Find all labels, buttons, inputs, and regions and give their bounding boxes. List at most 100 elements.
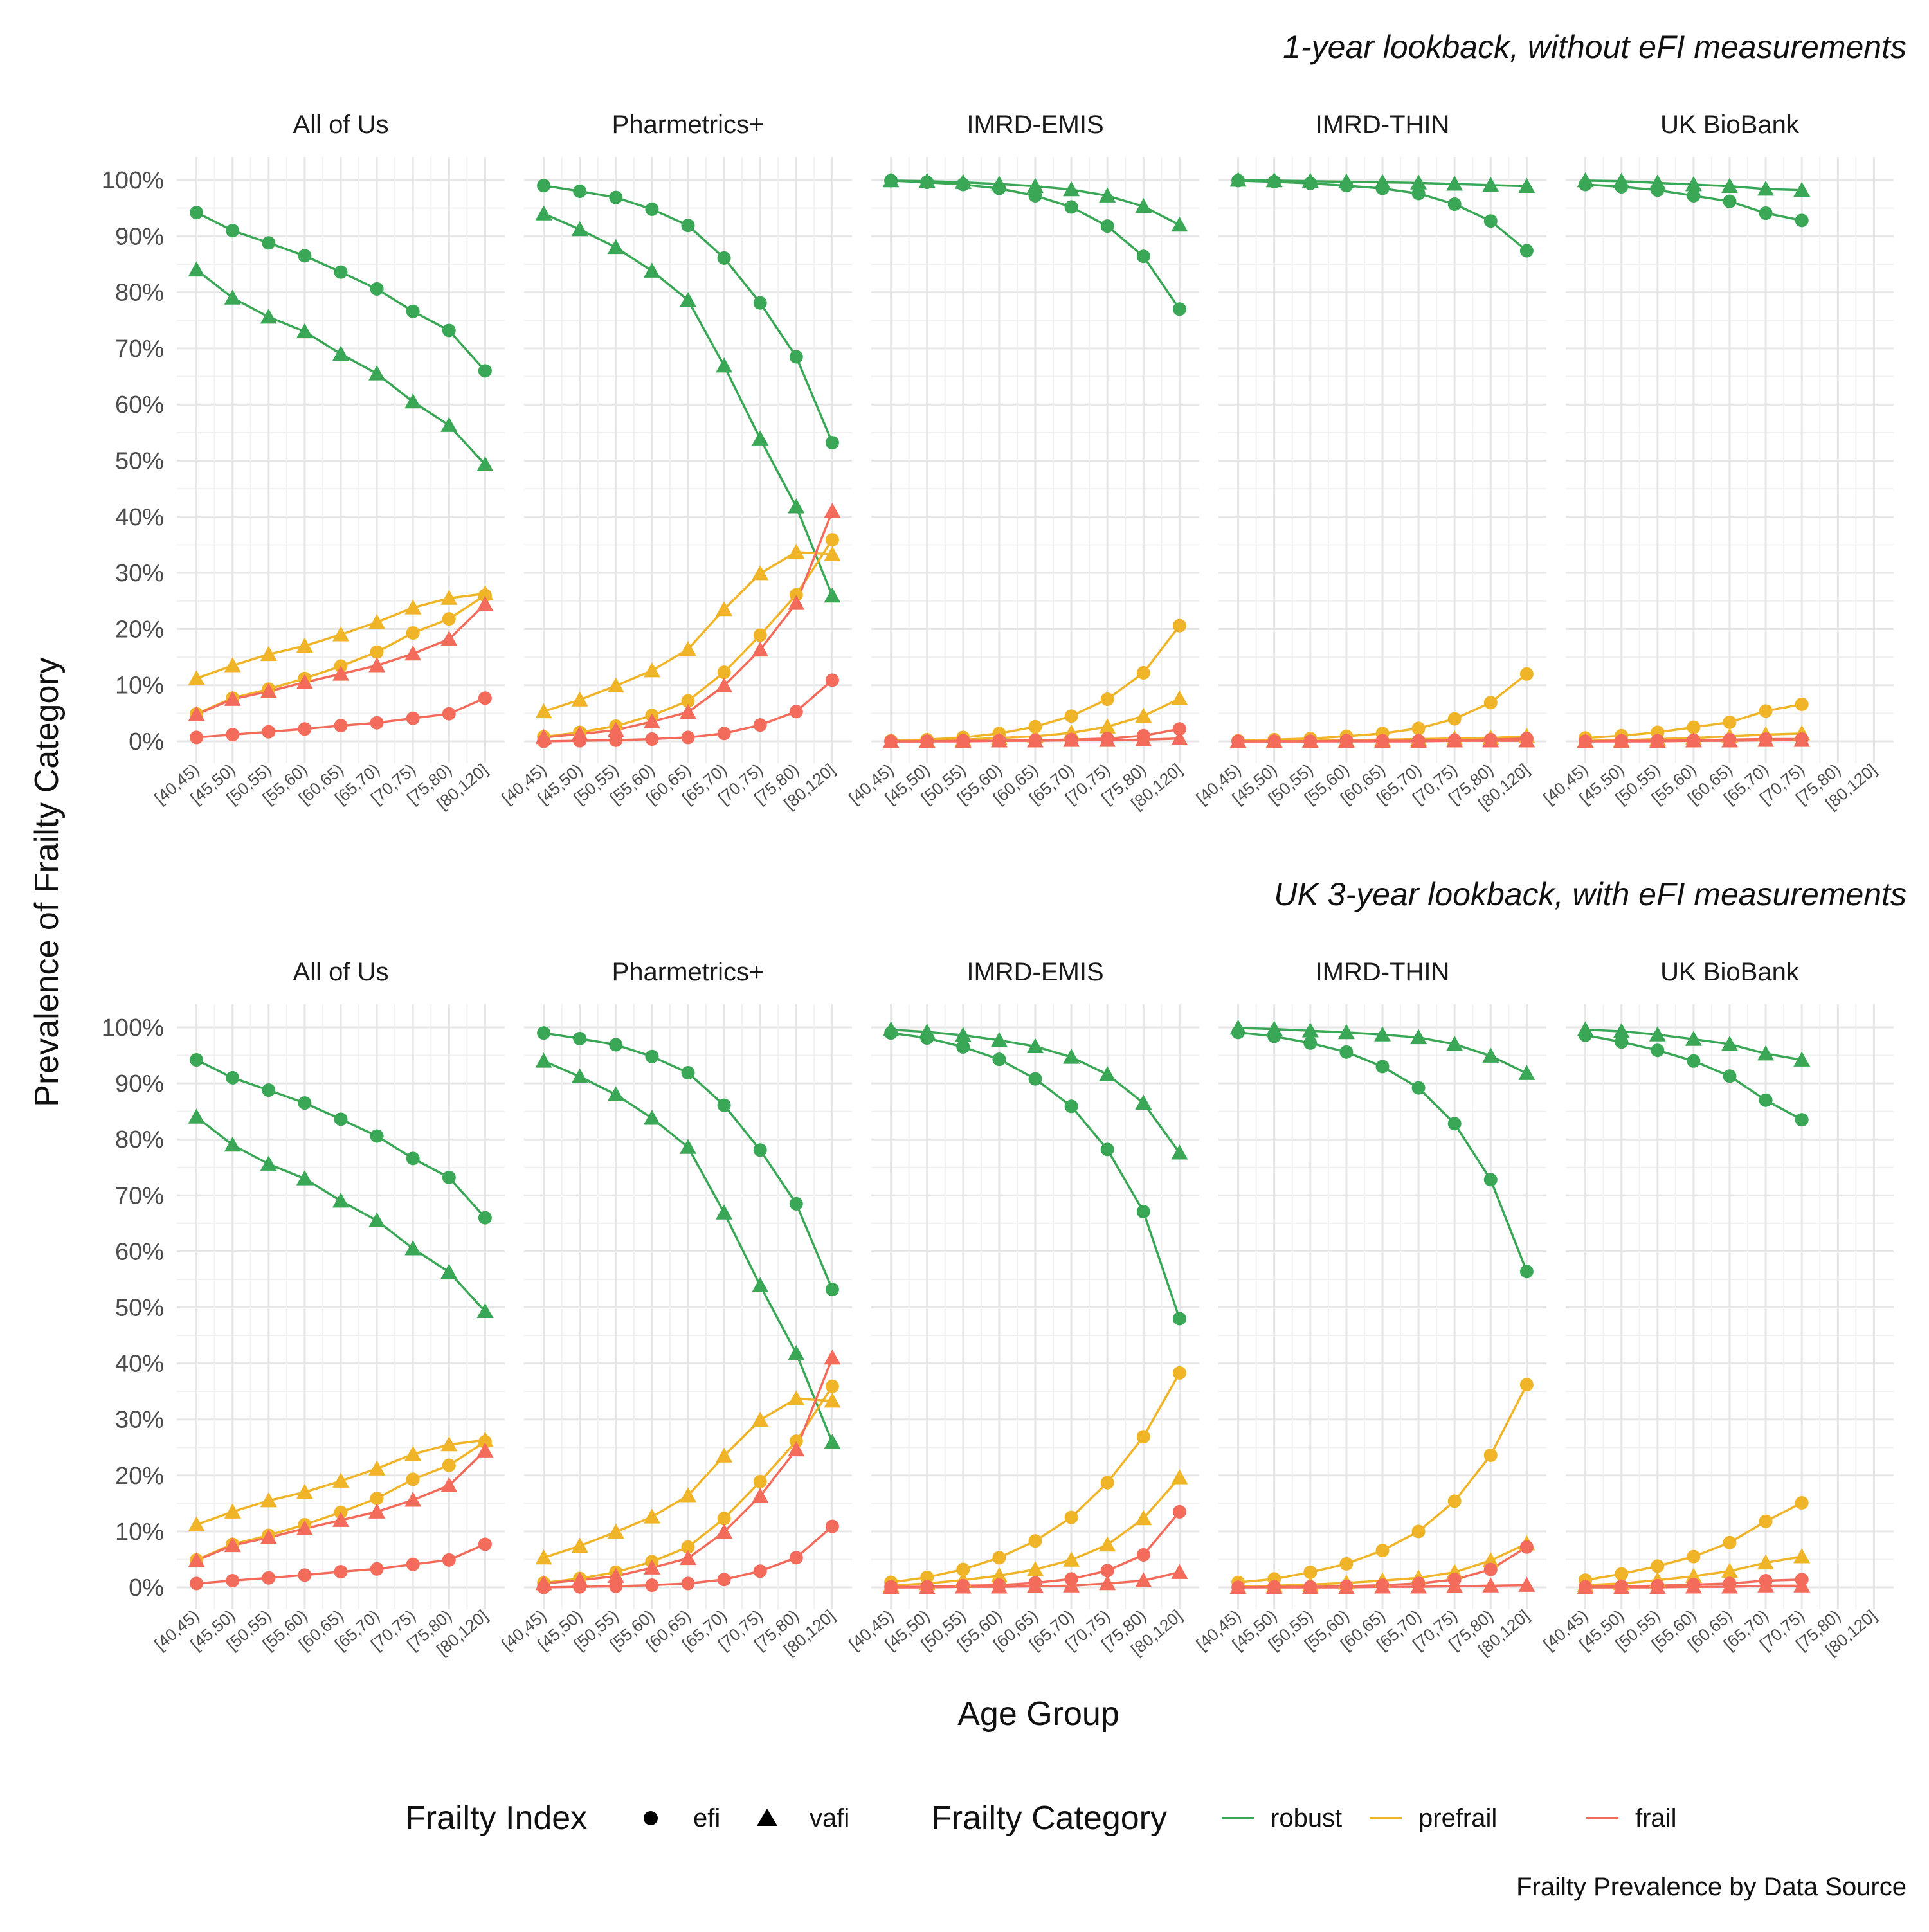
data-point-vafi-frail [990,732,1008,748]
y-tick-label: 40% [115,1351,164,1378]
data-point-efi-frail [717,1573,731,1587]
data-point-efi-frail [1136,1548,1150,1562]
y-tick-label: 70% [115,1182,164,1209]
data-point-vafi-prefrail [824,1392,841,1408]
data-point-efi-frail [190,730,204,745]
data-point-vafi-frail [1135,1572,1152,1587]
data-point-vafi-frail [954,733,972,748]
data-point-vafi-frail [368,657,386,673]
y-tick-label: 50% [115,448,164,475]
data-point-efi-robust [1723,1069,1737,1083]
data-point-efi-robust [1447,197,1462,212]
data-point-vafi-prefrail [296,1483,313,1499]
data-point-efi-robust [717,251,731,265]
data-point-efi-prefrail [1723,715,1737,729]
data-point-vafi-prefrail [716,1447,733,1463]
data-point-efi-prefrail [1064,709,1078,723]
y-axis-title: Prevalence of Frailty Category [28,657,66,1106]
legend-label-vafi: vafi [810,1804,849,1832]
data-point-efi-prefrail [1687,720,1701,734]
data-point-efi-frail [1483,1562,1498,1576]
data-point-efi-robust [370,1129,384,1143]
y-tick-label: 0% [129,1575,164,1602]
data-point-vafi-robust [224,289,241,305]
data-point-efi-robust [537,1026,551,1040]
data-point-vafi-prefrail [1793,1548,1811,1564]
data-point-efi-prefrail [1519,667,1534,681]
data-point-efi-prefrail [1759,704,1773,718]
data-point-efi-prefrail [1483,1448,1498,1462]
data-point-efi-robust [1687,1054,1701,1068]
data-point-efi-robust [645,202,659,216]
data-point-vafi-robust [1518,177,1535,194]
data-point-efi-frail [370,716,384,730]
data-point-vafi-prefrail [440,590,458,605]
data-point-vafi-frail [1410,733,1427,748]
data-point-vafi-prefrail [1135,707,1152,723]
y-tick-label: 90% [115,1070,164,1097]
data-point-vafi-prefrail [571,1537,588,1553]
data-point-efi-prefrail [1339,1557,1354,1571]
data-point-efi-frail [609,1579,623,1593]
data-point-vafi-robust [1793,1051,1811,1067]
data-point-efi-robust [406,1151,420,1166]
data-point-efi-frail [825,673,839,687]
y-tick-label: 80% [115,1126,164,1153]
chart-caption: Frailty Prevalence by Data Source [1516,1873,1906,1901]
data-point-efi-robust [1723,194,1737,208]
data-point-efi-frail [825,1519,839,1533]
facet-panel-title: All of Us [293,958,389,986]
data-point-efi-prefrail [1795,697,1809,711]
data-point-efi-robust [717,1098,731,1112]
data-point-vafi-frail [1577,1579,1594,1594]
data-point-vafi-frail [788,595,805,610]
data-point-vafi-frail [990,1578,1008,1594]
data-point-vafi-frail [680,1549,696,1566]
data-point-vafi-frail [882,1579,900,1594]
data-point-vafi-robust [260,1155,277,1171]
data-point-vafi-robust [990,1032,1008,1047]
data-point-efi-frail [226,1574,240,1588]
data-point-vafi-prefrail [260,646,277,662]
data-point-vafi-frail [1482,732,1499,748]
data-point-efi-robust [1651,1043,1665,1058]
data-point-efi-prefrail [1136,1430,1150,1444]
data-point-efi-robust [478,364,492,378]
y-tick-label: 70% [115,336,164,363]
data-point-efi-robust [992,1052,1006,1067]
data-point-vafi-robust [680,291,696,307]
data-point-efi-robust [298,1096,312,1110]
data-point-efi-robust [1483,214,1498,228]
data-point-vafi-frail [607,721,624,737]
data-point-vafi-prefrail [788,1390,805,1405]
data-point-efi-prefrail [825,1379,839,1393]
data-point-efi-frail [298,722,312,736]
data-point-vafi-robust [1265,172,1283,188]
data-point-vafi-frail [440,1477,458,1492]
data-point-efi-robust [1172,302,1186,316]
data-point-vafi-robust [535,1052,552,1068]
data-point-efi-robust [789,1196,803,1211]
data-point-efi-frail [370,1562,384,1576]
data-point-vafi-frail [1721,1578,1738,1594]
data-point-vafi-robust [224,1136,241,1152]
data-point-vafi-frail [1027,732,1044,748]
data-point-vafi-frail [571,1571,588,1587]
data-point-vafi-robust [1613,172,1630,188]
data-point-efi-frail [789,705,803,719]
data-point-efi-frail [334,1565,348,1579]
data-point-efi-prefrail [406,626,420,640]
data-point-vafi-robust [954,1027,972,1042]
data-point-vafi-robust [1099,187,1116,203]
data-point-vafi-prefrail [824,546,841,561]
data-point-efi-frail [298,1568,312,1582]
data-point-efi-robust [1100,219,1114,233]
facet-panel-title: UK BioBank [1660,111,1800,139]
y-tick-label: 60% [115,392,164,419]
data-point-efi-robust [789,350,803,364]
data-point-vafi-prefrail [332,626,349,642]
data-point-efi-frail [1172,1504,1186,1519]
data-point-vafi-robust [1577,1021,1594,1036]
y-tick-label: 60% [115,1238,164,1265]
